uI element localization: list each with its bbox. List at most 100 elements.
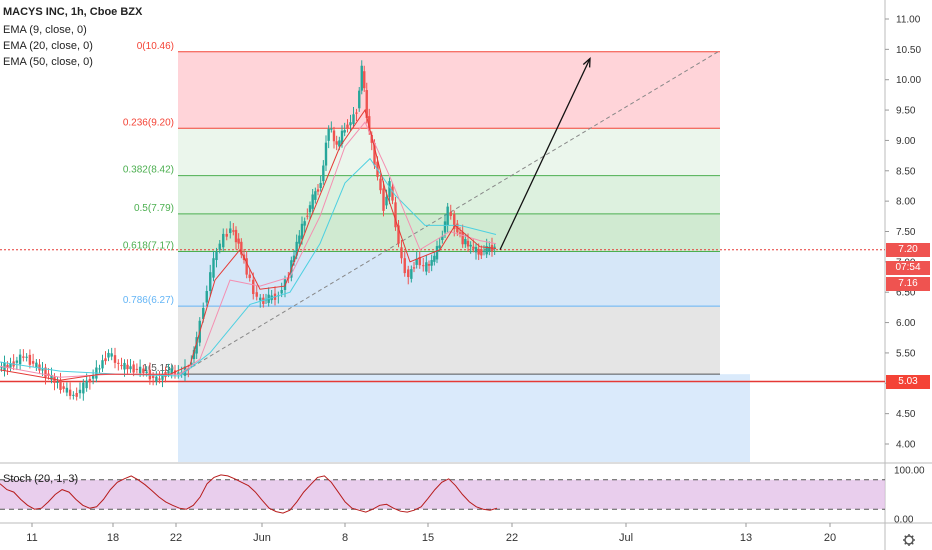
candle-body[interactable]	[306, 215, 309, 217]
candle-body[interactable]	[212, 258, 215, 278]
candle-body[interactable]	[385, 196, 388, 206]
candle-body[interactable]	[433, 255, 436, 262]
candle-body[interactable]	[82, 382, 85, 394]
candle-body[interactable]	[248, 274, 251, 278]
candle-body[interactable]	[215, 251, 218, 261]
candle-body[interactable]	[132, 364, 135, 373]
candle-body[interactable]	[430, 260, 433, 266]
candle-body[interactable]	[493, 246, 496, 248]
candle-body[interactable]	[316, 189, 320, 192]
candle-body[interactable]	[123, 362, 126, 370]
candle-body[interactable]	[50, 374, 53, 380]
candle-body[interactable]	[335, 141, 338, 145]
candle-body[interactable]	[477, 248, 480, 255]
candle-body[interactable]	[422, 265, 425, 267]
candle-body[interactable]	[346, 124, 349, 129]
candle-body[interactable]	[397, 225, 400, 244]
candle-body[interactable]	[138, 366, 142, 374]
candle-body[interactable]	[173, 370, 177, 375]
candle-body[interactable]	[410, 269, 413, 279]
candle-body[interactable]	[9, 363, 12, 368]
candle-body[interactable]	[438, 245, 441, 248]
candle-body[interactable]	[427, 264, 431, 266]
candle-body[interactable]	[129, 366, 132, 370]
candle-body[interactable]	[110, 353, 113, 357]
candle-body[interactable]	[151, 375, 155, 378]
candle-body[interactable]	[225, 233, 228, 237]
candle-body[interactable]	[443, 221, 447, 233]
candle-body[interactable]	[158, 378, 161, 380]
candle-body[interactable]	[400, 247, 403, 259]
candle-body[interactable]	[415, 258, 418, 265]
candle-body[interactable]	[237, 238, 240, 244]
candle-body[interactable]	[464, 238, 467, 245]
candle-body[interactable]	[135, 368, 139, 370]
indicator-ema9-label[interactable]: EMA (9, close, 0)	[3, 24, 87, 36]
candle-body[interactable]	[113, 355, 117, 363]
candle-body[interactable]	[192, 349, 196, 359]
candle-body[interactable]	[349, 122, 352, 126]
candle-body[interactable]	[245, 258, 248, 275]
candle-body[interactable]	[232, 230, 235, 232]
candle-body[interactable]	[41, 369, 44, 371]
stoch-line[interactable]	[0, 474, 498, 514]
candle-body[interactable]	[31, 361, 35, 364]
candle-body[interactable]	[435, 246, 439, 260]
candle-body[interactable]	[117, 362, 120, 364]
candle-body[interactable]	[469, 244, 472, 247]
candle-body[interactable]	[35, 362, 38, 368]
candle-body[interactable]	[311, 194, 314, 209]
ema9-line[interactable]	[0, 108, 497, 381]
candle-body[interactable]	[327, 128, 330, 141]
candle-body[interactable]	[85, 380, 88, 389]
candle-body[interactable]	[161, 373, 164, 380]
candle-body[interactable]	[466, 240, 470, 247]
candle-body[interactable]	[292, 255, 296, 263]
candle-body[interactable]	[425, 262, 428, 272]
candle-body[interactable]	[75, 393, 78, 397]
candle-body[interactable]	[65, 387, 69, 393]
candle-body[interactable]	[403, 258, 406, 274]
candle-body[interactable]	[319, 182, 322, 188]
candle-body[interactable]	[229, 228, 232, 234]
candle-body[interactable]	[418, 257, 421, 266]
candle-body[interactable]	[6, 364, 9, 368]
candle-body[interactable]	[68, 389, 72, 396]
candle-body[interactable]	[412, 267, 416, 269]
candle-body[interactable]	[252, 279, 255, 295]
candle-body[interactable]	[482, 250, 486, 252]
candle-body[interactable]	[120, 365, 123, 367]
candle-body[interactable]	[59, 380, 62, 390]
candle-body[interactable]	[394, 202, 397, 228]
candle-body[interactable]	[449, 212, 452, 217]
candle-body[interactable]	[343, 130, 346, 133]
candle-body[interactable]	[391, 186, 394, 201]
candle-body[interactable]	[407, 269, 410, 278]
candle-body[interactable]	[222, 233, 225, 248]
candle-body[interactable]	[56, 381, 59, 383]
candle-body[interactable]	[382, 188, 385, 211]
candle-body[interactable]	[170, 368, 173, 375]
candle-body[interactable]	[205, 291, 208, 303]
candle-body[interactable]	[25, 356, 28, 358]
candle-body[interactable]	[485, 246, 488, 255]
candle-body[interactable]	[368, 116, 371, 132]
candle-body[interactable]	[461, 231, 464, 245]
candle-body[interactable]	[308, 205, 312, 213]
indicator-ema50-label[interactable]: EMA (50, close, 0)	[3, 56, 93, 68]
candle-body[interactable]	[488, 246, 491, 252]
candle-body[interactable]	[255, 292, 258, 297]
candle-body[interactable]	[91, 374, 95, 379]
candle-body[interactable]	[338, 140, 341, 147]
candle-body[interactable]	[155, 376, 158, 382]
candle-body[interactable]	[453, 214, 456, 230]
candle-body[interactable]	[340, 130, 344, 145]
candle-body[interactable]	[259, 297, 262, 301]
candle-body[interactable]	[373, 142, 376, 166]
candle-body[interactable]	[324, 142, 328, 166]
candle-body[interactable]	[480, 249, 483, 256]
candle-body[interactable]	[218, 243, 221, 250]
candle-body[interactable]	[22, 356, 25, 358]
candle-body[interactable]	[78, 389, 82, 394]
